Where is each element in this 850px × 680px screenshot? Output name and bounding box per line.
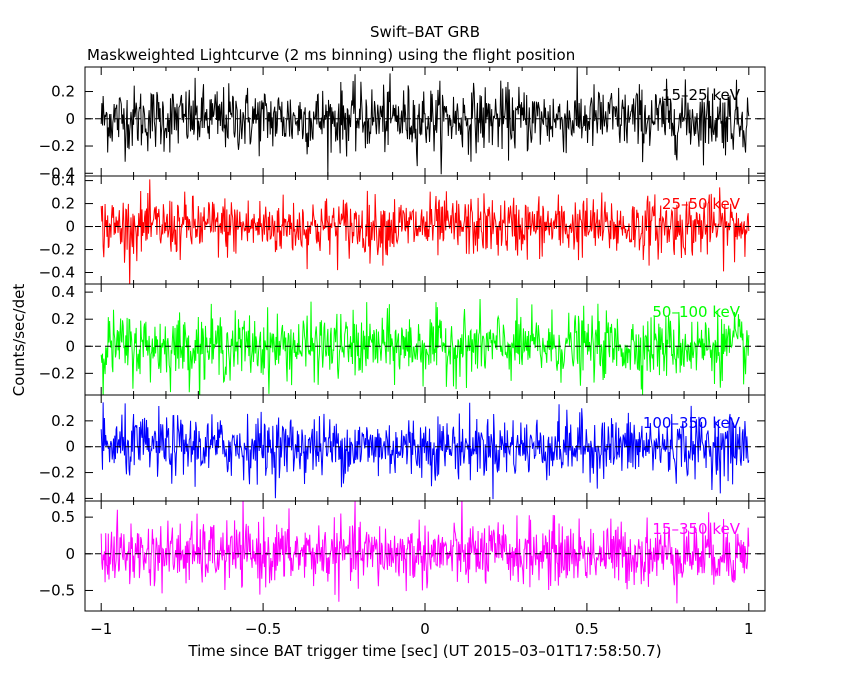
chart-subtitle: Maskweighted Lightcurve (2 ms binning) u…: [87, 46, 575, 64]
y-tick-label-2-3: 0.2: [51, 195, 75, 213]
panel-5: −0.5 0 0.5 15–350 keV: [39, 500, 766, 612]
series-label-5: 15–350 keV: [652, 520, 740, 538]
series-line-5: [100, 501, 750, 604]
y-tick-label-1-3: 0.2: [51, 83, 75, 101]
panel-1: −0.4 −0.2 0 0.2 15–25 keV: [39, 66, 766, 182]
y-axis-label: Counts/sec/det: [10, 284, 28, 397]
series-label-4: 100–350 keV: [643, 414, 741, 432]
y-tick-label-2-0: −0.4: [39, 264, 75, 282]
y-tick-label-5-2: 0.5: [51, 508, 75, 526]
x-tick-label-1: −0.5: [245, 620, 281, 638]
x-tick-label-4: 1: [744, 620, 754, 638]
series-line-2: [100, 179, 750, 284]
x-tick-label-3: 0.5: [575, 620, 599, 638]
y-tick-label-3-1: 0: [65, 337, 75, 355]
panel-2: −0.4 −0.2 0 0.2 0.4 25–50 keV: [39, 172, 766, 285]
y-tick-label-4-1: −0.2: [39, 464, 75, 482]
y-tick-label-1-2: 0: [65, 110, 75, 128]
y-tick-label-2-4: 0.4: [51, 172, 75, 190]
chart-title: Swift–BAT GRB: [370, 23, 480, 41]
panel-stack: −0.4 −0.2 0 0.2 15–25 keV −0.4 −0.2 0 0.2 0.4 25–5…: [39, 66, 766, 612]
x-tick-label-0: −1: [90, 620, 112, 638]
y-tick-label-3-2: 0.2: [51, 310, 75, 328]
panel-3: −0.2 0 0.2 0.4 50–100 keV: [39, 283, 766, 396]
x-tick-label-2: 0: [420, 620, 430, 638]
panel-4: −0.4 −0.2 0 0.2 100–350 keV: [39, 394, 766, 507]
series-label-3: 50–100 keV: [652, 303, 740, 321]
y-tick-label-2-1: −0.2: [39, 241, 75, 259]
series-line-4: [100, 402, 750, 500]
x-axis-label: Time since BAT trigger time [sec] (UT 20…: [187, 642, 661, 660]
y-tick-label-4-2: 0: [65, 438, 75, 456]
y-tick-label-4-3: 0.2: [51, 412, 75, 430]
x-axis: −1 −0.5 0 0.5 1: [90, 620, 753, 638]
y-tick-label-2-2: 0: [65, 218, 75, 236]
y-tick-label-3-3: 0.4: [51, 283, 75, 301]
series-line-1: [100, 67, 750, 176]
series-label-2: 25–50 keV: [662, 195, 741, 213]
y-tick-label-3-0: −0.2: [39, 364, 75, 382]
y-tick-label-1-1: −0.2: [39, 137, 75, 155]
y-tick-label-5-0: −0.5: [39, 581, 75, 599]
y-tick-label-4-0: −0.4: [39, 489, 75, 507]
series-line-3: [100, 298, 750, 395]
y-tick-label-5-1: 0: [65, 545, 75, 563]
y-tick-label-1-0: −0.4: [39, 164, 75, 182]
series-label-1: 15–25 keV: [662, 86, 741, 104]
